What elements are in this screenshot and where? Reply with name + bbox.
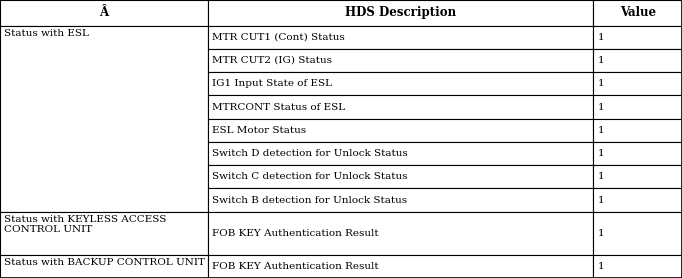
Text: MTR CUT2 (IG) Status: MTR CUT2 (IG) Status — [212, 56, 332, 65]
Text: IG1 Input State of ESL: IG1 Input State of ESL — [212, 79, 332, 88]
Text: 1: 1 — [597, 172, 604, 181]
Bar — [593, 119, 682, 142]
Text: Status with BACKUP CONTROL UNIT: Status with BACKUP CONTROL UNIT — [4, 258, 205, 267]
Text: Â: Â — [100, 6, 108, 19]
Text: Value: Value — [620, 6, 655, 19]
Bar — [0, 26, 208, 212]
Bar — [593, 95, 682, 119]
Bar — [593, 0, 682, 26]
Bar — [593, 49, 682, 72]
Bar — [208, 165, 593, 188]
Text: 1: 1 — [597, 33, 604, 42]
Bar — [593, 165, 682, 188]
Text: 1: 1 — [597, 126, 604, 135]
Text: Switch D detection for Unlock Status: Switch D detection for Unlock Status — [212, 149, 408, 158]
Text: FOB KEY Authentication Result: FOB KEY Authentication Result — [212, 229, 379, 238]
Bar — [0, 255, 208, 278]
Text: 1: 1 — [597, 103, 604, 111]
Text: FOB KEY Authentication Result: FOB KEY Authentication Result — [212, 262, 379, 271]
Text: MTRCONT Status of ESL: MTRCONT Status of ESL — [212, 103, 345, 111]
Bar — [208, 0, 593, 26]
Bar — [593, 26, 682, 49]
Text: Status with KEYLESS ACCESS
CONTROL UNIT: Status with KEYLESS ACCESS CONTROL UNIT — [4, 215, 166, 234]
Text: 1: 1 — [597, 149, 604, 158]
Text: Switch B detection for Unlock Status: Switch B detection for Unlock Status — [212, 195, 407, 205]
Bar — [208, 255, 593, 278]
Text: ESL Motor Status: ESL Motor Status — [212, 126, 306, 135]
Text: MTR CUT1 (Cont) Status: MTR CUT1 (Cont) Status — [212, 33, 345, 42]
Bar — [593, 72, 682, 95]
Bar — [0, 0, 208, 26]
Text: 1: 1 — [597, 56, 604, 65]
Text: Switch C detection for Unlock Status: Switch C detection for Unlock Status — [212, 172, 408, 181]
Text: HDS Description: HDS Description — [345, 6, 456, 19]
Text: 1: 1 — [597, 262, 604, 271]
Bar — [208, 49, 593, 72]
Bar — [593, 188, 682, 212]
Bar — [208, 188, 593, 212]
Bar — [0, 212, 208, 255]
Bar — [208, 72, 593, 95]
Text: 1: 1 — [597, 195, 604, 205]
Text: 1: 1 — [597, 229, 604, 238]
Bar — [593, 212, 682, 255]
Bar — [593, 255, 682, 278]
Bar — [208, 26, 593, 49]
Bar — [208, 95, 593, 119]
Bar — [208, 212, 593, 255]
Text: 1: 1 — [597, 79, 604, 88]
Text: Status with ESL: Status with ESL — [4, 29, 89, 38]
Bar — [593, 142, 682, 165]
Bar — [208, 142, 593, 165]
Bar — [208, 119, 593, 142]
